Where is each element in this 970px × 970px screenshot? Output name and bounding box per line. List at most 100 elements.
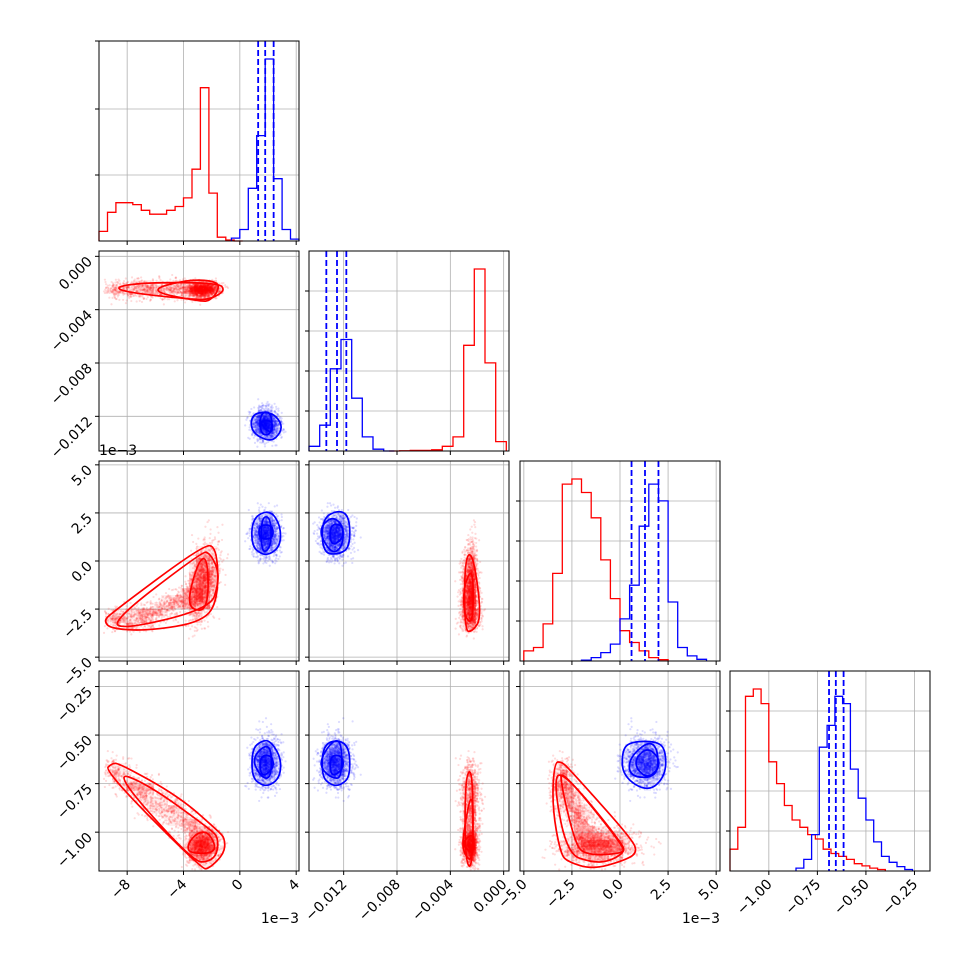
scatter-point — [173, 300, 176, 303]
scatter-point — [159, 279, 162, 282]
scatter-point — [147, 287, 150, 290]
scatter-point — [211, 290, 214, 293]
scatter-point — [178, 288, 181, 292]
scatter-point — [193, 294, 196, 297]
scatter-point — [133, 294, 136, 297]
scatter-point — [209, 528, 212, 531]
scatter-point — [124, 277, 127, 280]
scatter-point — [144, 286, 147, 289]
scatter-point — [204, 291, 207, 294]
scatter-point — [253, 406, 256, 409]
scatter-point — [208, 284, 211, 287]
scatter-point — [211, 284, 214, 287]
scatter-point — [189, 287, 192, 290]
scatter-point — [202, 294, 205, 297]
scatter-point — [183, 301, 187, 304]
scatter-point — [179, 610, 182, 614]
scatter-point — [149, 290, 152, 293]
scatter-point — [146, 289, 149, 292]
scatter-point — [180, 291, 183, 294]
scatter-point — [133, 287, 136, 291]
scatter-point — [174, 276, 177, 279]
scatter-point — [161, 298, 164, 301]
scatter-point — [135, 290, 138, 293]
scatter-point — [190, 294, 193, 297]
scatter-point — [190, 290, 193, 293]
scatter-point — [206, 285, 209, 288]
scatter-point — [104, 280, 107, 284]
scatter-point — [119, 282, 122, 285]
scatter-point — [161, 298, 164, 301]
scatter-point — [162, 290, 166, 293]
scatter-point — [106, 284, 109, 287]
scatter-point — [202, 285, 205, 288]
scatter-point — [280, 436, 283, 440]
scatter-point — [146, 296, 149, 299]
scatter-point — [212, 291, 215, 294]
scatter-point — [114, 287, 117, 290]
scatter-point — [190, 290, 193, 293]
scatter-point — [192, 291, 195, 294]
scatter-point — [214, 297, 217, 300]
scatter-point — [195, 284, 198, 287]
scatter-point — [193, 286, 196, 289]
scatter-point — [147, 285, 150, 289]
scatter-point — [133, 286, 136, 289]
scatter-point — [145, 297, 148, 301]
scatter-point — [196, 284, 200, 287]
scatter-point — [141, 284, 144, 287]
scatter-point — [191, 288, 195, 292]
scatter-point — [204, 287, 207, 290]
scatter-point — [140, 294, 143, 297]
scatter-point — [191, 292, 194, 295]
scatter-point — [172, 287, 175, 290]
scatter-point — [190, 285, 193, 289]
scatter-point — [174, 286, 177, 289]
scatter-point — [209, 286, 212, 289]
scatter-point — [105, 291, 108, 295]
scatter-point — [210, 285, 214, 288]
scatter-point — [170, 289, 173, 292]
scatter-point — [244, 424, 247, 427]
scatter-point — [206, 284, 209, 287]
scatter-point — [193, 292, 196, 295]
scatter-point — [203, 287, 206, 290]
scatter-point — [176, 288, 179, 291]
scatter-point — [207, 292, 210, 295]
scatter-point — [188, 286, 192, 290]
scatter-point — [206, 287, 209, 291]
scatter-point — [114, 293, 117, 297]
scatter-point — [130, 299, 133, 303]
scatter-point — [187, 284, 191, 287]
scatter-point — [202, 287, 206, 290]
scatter-point — [152, 291, 155, 294]
scatter-point — [143, 288, 146, 291]
scatter-point — [206, 291, 209, 294]
scatter-point — [180, 298, 183, 301]
scatter-point — [272, 417, 276, 420]
scatter-point — [173, 288, 176, 291]
scatter-point — [133, 286, 137, 289]
scatter-point — [204, 285, 207, 289]
scatter-point — [192, 293, 196, 296]
scatter-point — [226, 285, 229, 288]
scatter-point — [202, 294, 205, 297]
scatter-point — [200, 285, 203, 288]
scatter-point — [125, 286, 129, 289]
scatter-point — [203, 294, 206, 298]
scatter-point — [207, 285, 210, 288]
scatter-point — [190, 549, 193, 552]
scatter-point — [107, 607, 110, 610]
scatter-point — [113, 288, 117, 292]
scatter-point — [153, 287, 156, 290]
scatter-point — [172, 279, 175, 282]
scatter-point — [208, 286, 211, 290]
scatter-point — [211, 292, 214, 295]
scatter-point — [126, 294, 130, 297]
scatter-point — [151, 283, 154, 287]
scatter-point — [184, 290, 187, 294]
scatter-point — [211, 290, 214, 293]
scatter-point — [125, 288, 128, 291]
scatter-point — [145, 286, 148, 289]
scatter-point — [177, 288, 180, 291]
